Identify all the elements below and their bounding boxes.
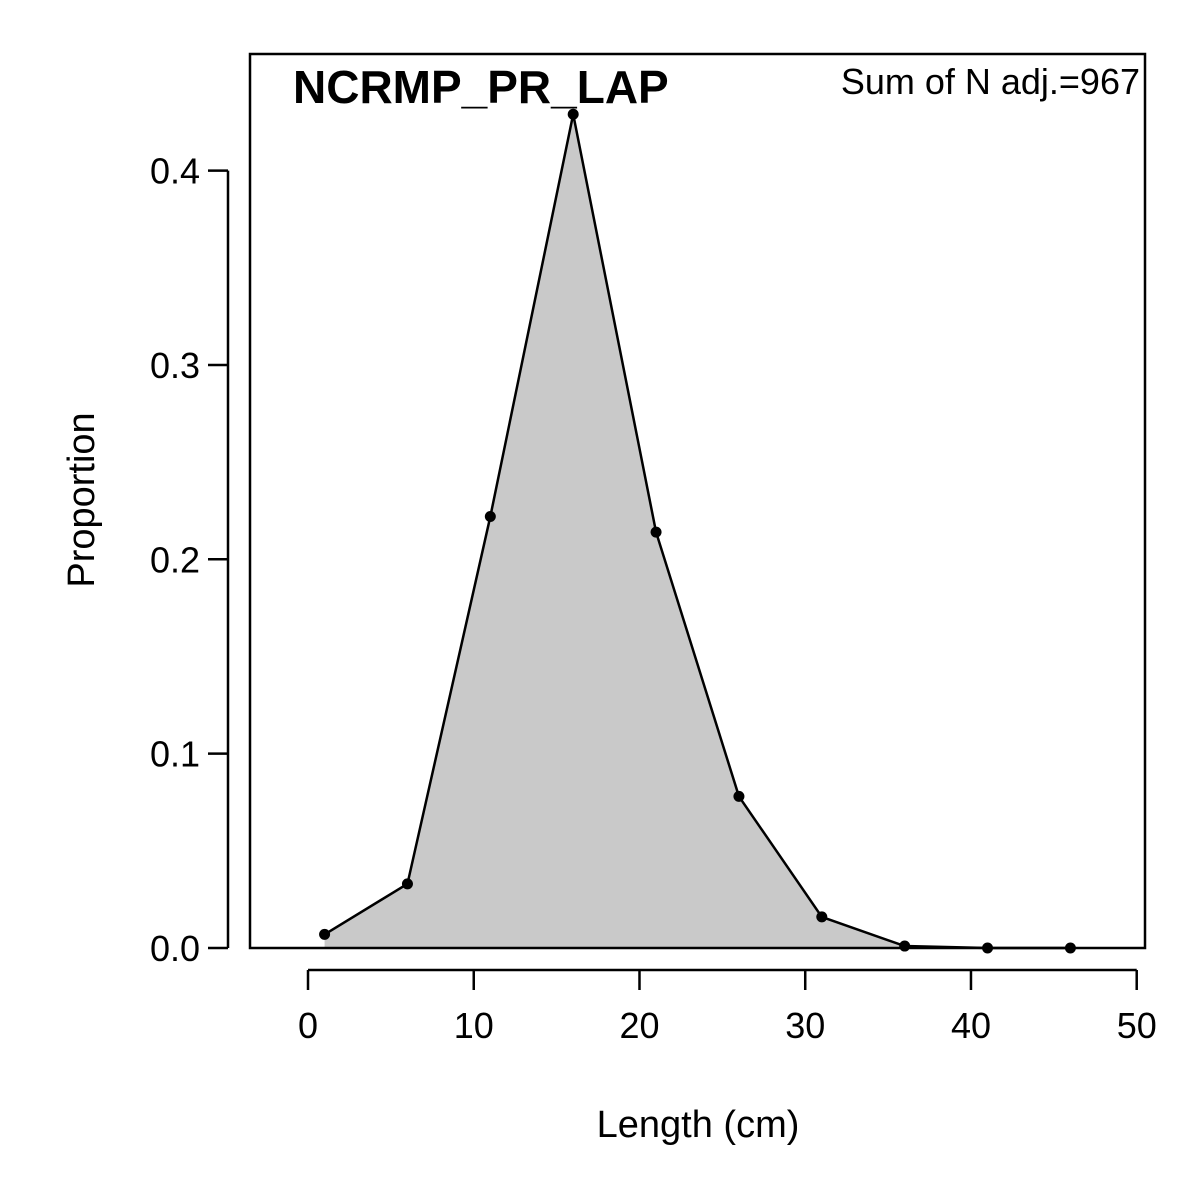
data-point bbox=[319, 928, 331, 940]
area-fill bbox=[324, 114, 1071, 949]
x-tick-label: 30 bbox=[785, 1005, 825, 1046]
plot-area bbox=[319, 108, 1076, 954]
data-point bbox=[401, 878, 413, 890]
y-tick-label: 0.0 bbox=[150, 928, 200, 969]
x-tick-label: 10 bbox=[454, 1005, 494, 1046]
y-tick-label: 0.1 bbox=[150, 734, 200, 775]
data-point bbox=[733, 790, 745, 802]
x-tick-label: 20 bbox=[619, 1005, 659, 1046]
x-tick-label: 50 bbox=[1117, 1005, 1157, 1046]
x-tick-label: 0 bbox=[298, 1005, 318, 1046]
x-axis-title: Length (cm) bbox=[597, 1104, 800, 1146]
sum-annotation: Sum of N adj.=967 bbox=[841, 61, 1140, 102]
data-point bbox=[650, 526, 662, 538]
data-point bbox=[899, 940, 911, 952]
y-tick-label: 0.4 bbox=[150, 151, 200, 192]
y-tick-label: 0.2 bbox=[150, 539, 200, 580]
y-tick-label: 0.3 bbox=[150, 345, 200, 386]
data-point bbox=[484, 511, 496, 523]
data-point bbox=[567, 108, 579, 120]
x-tick-label: 40 bbox=[951, 1005, 991, 1046]
chart-title: NCRMP_PR_LAP bbox=[293, 61, 669, 113]
y-axis-title: Proportion bbox=[61, 412, 103, 587]
axes: 0 10 20 30 40 50 0.0 0.1 0.2 0.3 0.4 bbox=[150, 52, 1157, 1046]
data-point bbox=[816, 911, 828, 923]
plot-frame bbox=[248, 52, 1147, 950]
